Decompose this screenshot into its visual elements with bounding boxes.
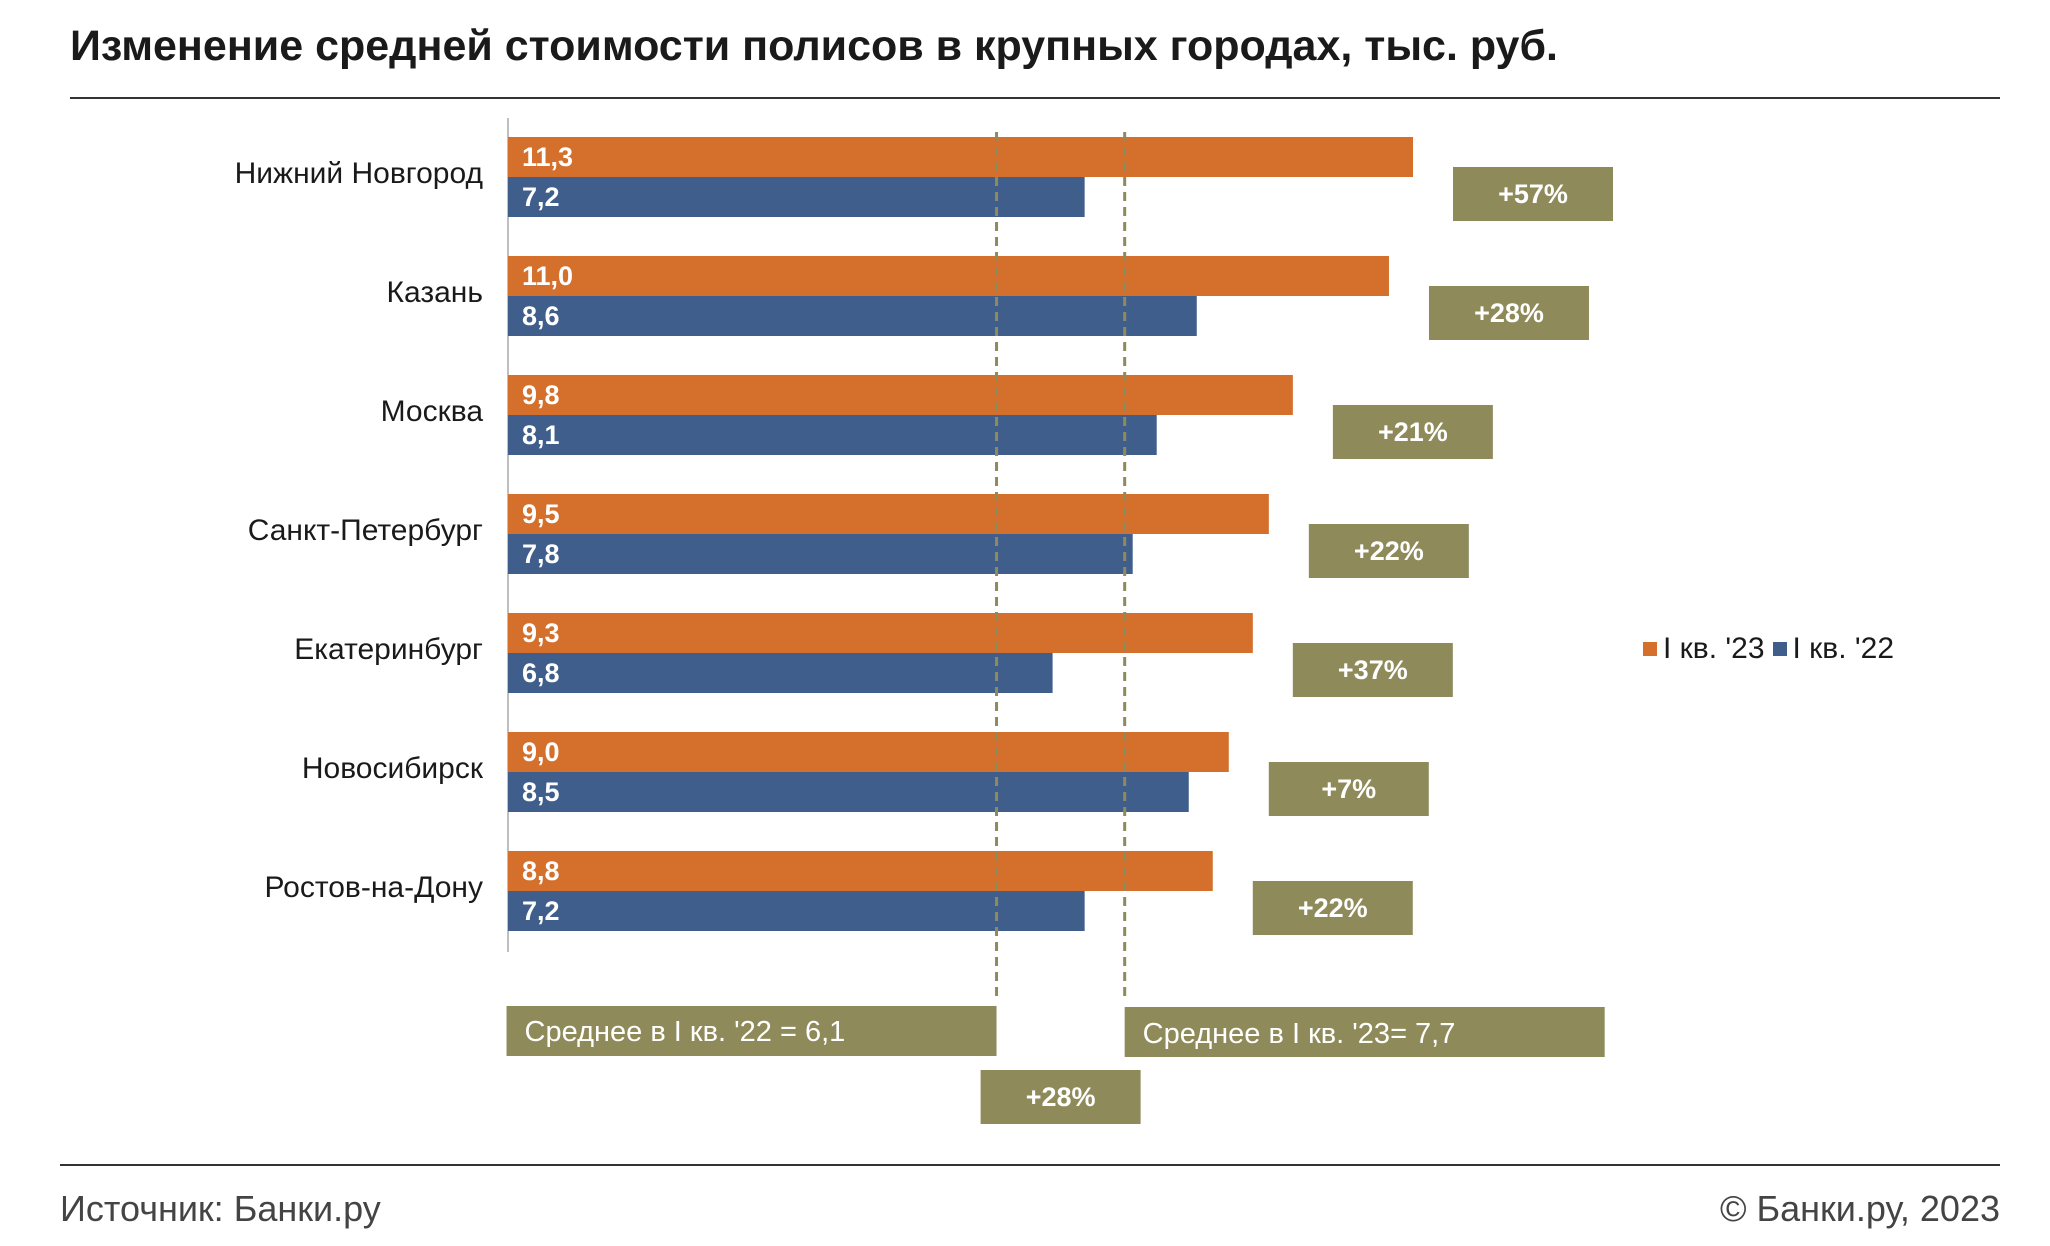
bar-2023 [508, 375, 1293, 415]
legend-swatch-2023 [1643, 642, 1657, 656]
data-label-2022: 7,2 [522, 182, 560, 212]
change-badge-label: +28% [1474, 298, 1544, 328]
data-label-2023: 9,3 [522, 618, 560, 648]
bar-2022 [508, 534, 1133, 574]
change-badge [1428, 286, 1589, 340]
bar-2022 [508, 296, 1197, 336]
change-badge-label: +57% [1498, 179, 1568, 209]
source-text: Источник: Банки.ру [60, 1188, 381, 1229]
footer-divider [60, 1164, 2000, 1166]
change-badge-label: +21% [1378, 417, 1448, 447]
legend-item-2022: I кв. '22 [1772, 632, 1895, 666]
change-badge-label: +7% [1321, 774, 1376, 804]
chart-title: Изменение средней стоимости полисов в кр… [70, 22, 1558, 70]
data-label-2022: 8,1 [522, 420, 560, 450]
bar-2023 [508, 256, 1389, 296]
data-label-2023: 9,0 [522, 737, 560, 767]
bar-2023 [508, 494, 1269, 534]
bar-2022 [508, 891, 1085, 931]
data-label-2022: 8,5 [522, 777, 560, 807]
title-divider [70, 97, 2000, 99]
change-badge [1268, 762, 1429, 816]
legend-swatch-2022 [1772, 642, 1787, 656]
average-label-2023: Среднее в I кв. '23= 7,7 [1143, 1018, 1456, 1050]
change-badge-label: +37% [1338, 655, 1408, 685]
data-label-2022: 6,8 [522, 658, 560, 688]
category-label: Санкт-Петербург [248, 514, 483, 547]
category-label: Екатеринбург [294, 633, 483, 666]
change-badge-label: +22% [1298, 893, 1368, 923]
bar-2022 [508, 772, 1189, 812]
data-label-2023: 8,8 [522, 856, 560, 886]
category-label: Москва [381, 395, 484, 428]
average-change-label: +28% [1026, 1082, 1096, 1112]
legend-item-2023: I кв. '23 [1643, 632, 1765, 666]
data-label-2023: 11,0 [522, 261, 573, 291]
average-box-2023 [1124, 1007, 1605, 1057]
change-badge [1332, 405, 1493, 459]
legend-label-2023: I кв. '23 [1663, 632, 1765, 665]
category-label: Ростов-на-Дону [264, 871, 483, 904]
data-label-2023: 11,3 [522, 142, 573, 172]
change-badge [1453, 167, 1613, 221]
category-label: Нижний Новгород [235, 157, 483, 190]
bar-2023 [508, 851, 1213, 891]
change-badge [1308, 524, 1469, 578]
data-label-2022: 7,2 [522, 896, 560, 926]
bar-2022 [508, 653, 1053, 693]
change-badge [1252, 881, 1413, 935]
change-badge [1292, 643, 1453, 697]
bar-2022 [508, 177, 1085, 217]
legend-label-2022: I кв. '22 [1792, 632, 1895, 665]
data-label-2022: 8,6 [522, 301, 560, 331]
average-box-2022 [506, 1006, 997, 1056]
legend: I кв. '23 I кв. '22 [1643, 632, 1902, 666]
change-badge-label: +22% [1354, 536, 1424, 566]
data-label-2023: 9,5 [522, 499, 560, 529]
bar-2022 [508, 415, 1157, 455]
bar-2023 [508, 732, 1229, 772]
bar-2023 [508, 613, 1253, 653]
average-label-2022: Среднее в I кв. '22 = 6,1 [525, 1016, 846, 1048]
data-label-2022: 7,8 [522, 539, 560, 569]
copyright-text: © Банки.ру, 2023 [1719, 1188, 2000, 1229]
category-label: Новосибирск [302, 752, 484, 785]
bar-2023 [508, 137, 1413, 177]
average-change-badge [980, 1070, 1141, 1124]
category-label: Казань [387, 276, 483, 309]
data-label-2023: 9,8 [522, 380, 560, 410]
